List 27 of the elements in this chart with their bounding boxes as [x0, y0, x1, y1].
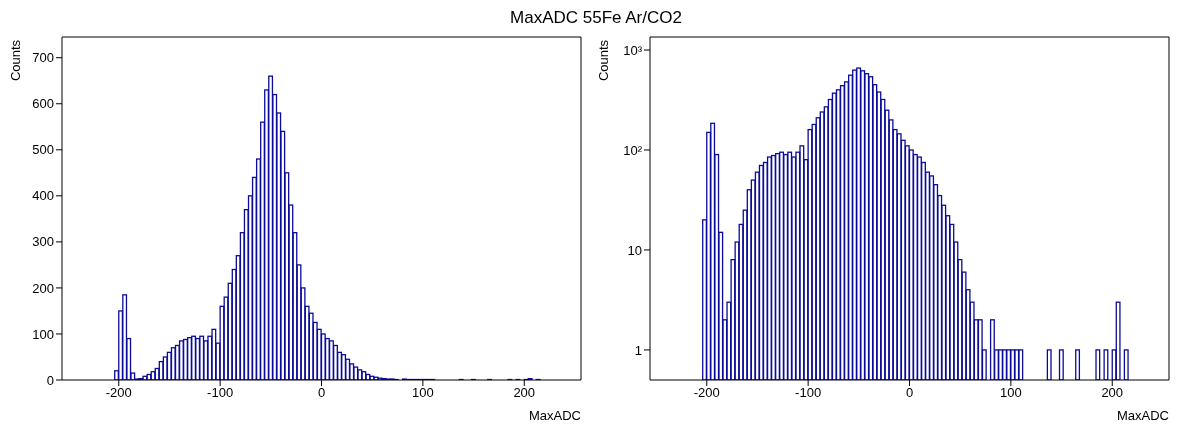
y-tick-label: 700 [32, 50, 54, 66]
y-tick-label: 1 [634, 342, 642, 358]
x-tick-label: 100 [412, 385, 434, 401]
x-tick-label: 200 [1101, 385, 1124, 401]
x-tick-label: -200 [693, 385, 720, 401]
x-tick-label: 0 [905, 385, 914, 401]
y-tick-label: 300 [32, 234, 54, 250]
y-tick-label: 0 [46, 372, 54, 388]
x-tick-label: -200 [105, 385, 132, 401]
y-axis-title: Counts [596, 39, 612, 81]
y-tick-label: 10² [623, 142, 643, 158]
y-tick-label: 100 [32, 326, 54, 342]
x-tick-label: -100 [207, 385, 234, 401]
x-tick-label: 200 [513, 385, 536, 401]
y-tick-label: 400 [32, 188, 54, 204]
x-axis-title: MaxADC [1116, 408, 1169, 423]
x-axis-title: MaxADC [528, 408, 581, 423]
chart-title: MaxADC 55Fe Ar/CO2 [510, 8, 682, 27]
y-tick-label: 10 [627, 242, 642, 258]
y-tick-label: 200 [32, 280, 54, 296]
x-tick-label: 0 [317, 385, 326, 401]
y-axis-title: Counts [8, 39, 24, 81]
x-tick-label: 100 [1000, 385, 1022, 401]
y-tick-label: 500 [32, 142, 54, 158]
x-tick-label: -100 [795, 385, 822, 401]
y-tick-label: 10³ [623, 42, 643, 58]
y-tick-label: 600 [32, 96, 54, 112]
